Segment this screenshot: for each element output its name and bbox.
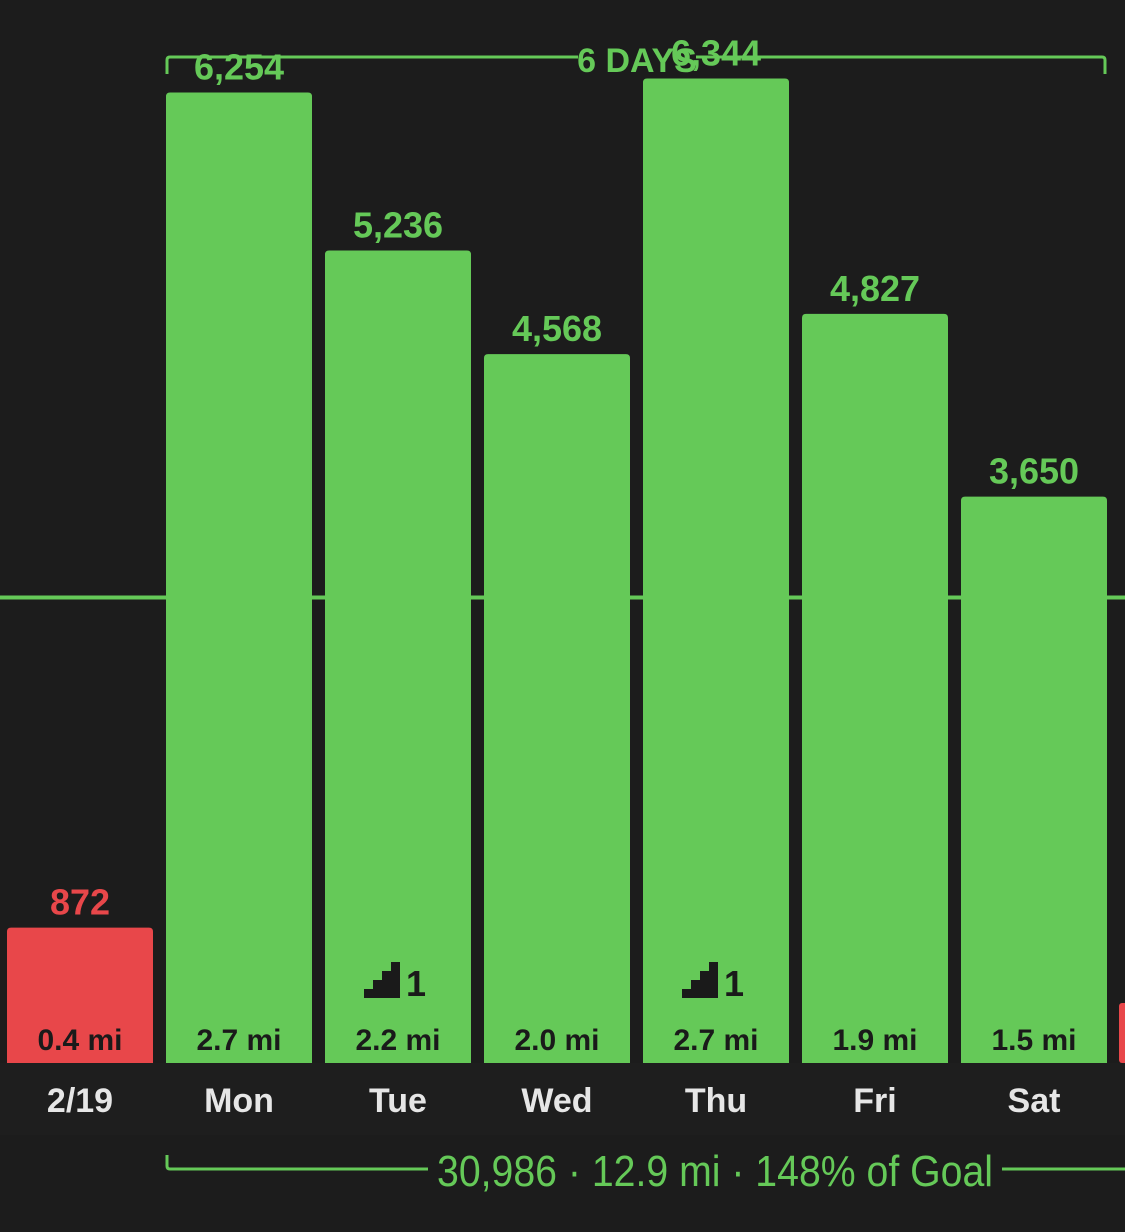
bar-value-label-tue: 5,236 <box>353 204 443 245</box>
bar-distance-label-fri: 1.9 mi <box>832 1024 917 1057</box>
streak-bracket-left <box>165 55 578 74</box>
day-label-tue[interactable]: Tue <box>369 1082 427 1120</box>
bar-flights-label-tue: 1 <box>406 963 426 1004</box>
day-label-band <box>0 1063 1125 1135</box>
bar-distance-label-2-19: 0.4 mi <box>37 1024 122 1057</box>
bar-2-19[interactable] <box>7 927 153 1063</box>
bar-value-label-sat: 3,650 <box>989 451 1079 492</box>
bar-value-label-2-19: 872 <box>50 882 110 923</box>
bar-distance-label-thu: 2.7 mi <box>673 1024 758 1057</box>
summary-total: 30,986 · 12.9 mi · 148% of Goal <box>437 1147 993 1196</box>
bar-mon[interactable] <box>166 92 312 1063</box>
bar-distance-label-sat: 1.5 mi <box>991 1024 1076 1057</box>
bar-value-label-mon: 6,254 <box>194 46 284 87</box>
bar-value-label-fri: 4,827 <box>830 268 920 309</box>
streak-label: 6 DAYS <box>577 42 697 80</box>
bar-value-label-wed: 4,568 <box>512 308 602 349</box>
stairs-icon <box>682 962 718 998</box>
bar-tue[interactable] <box>325 250 471 1063</box>
summary-bracket <box>165 1155 1125 1171</box>
bar-fri[interactable] <box>802 313 948 1063</box>
bar-distance-label-tue: 2.2 mi <box>355 1024 440 1057</box>
streak-bracket-right <box>696 55 1107 74</box>
next-day-bar-partial[interactable] <box>1119 1003 1125 1063</box>
bar-flights-label-thu: 1 <box>724 963 744 1004</box>
day-label-thu[interactable]: Thu <box>685 1082 747 1120</box>
bars-group: 872 0.4 mi 2/19 6,254 2.7 mi Mon 5,236 2.2 mi 1 T… <box>7 33 1107 1120</box>
bar-wed[interactable] <box>484 354 630 1063</box>
day-label-wed[interactable]: Wed <box>521 1082 592 1120</box>
bar-sat[interactable] <box>961 496 1107 1063</box>
summary-bracket-left <box>165 1155 428 1171</box>
bar-distance-label-mon: 2.7 mi <box>196 1024 281 1057</box>
day-label-mon[interactable]: Mon <box>204 1082 274 1120</box>
day-label-2-19[interactable]: 2/19 <box>47 1082 113 1120</box>
day-label-fri[interactable]: Fri <box>853 1082 896 1120</box>
bar-value-label-thu: 6,344 <box>671 33 761 74</box>
stairs-icon <box>364 962 400 998</box>
bar-distance-label-wed: 2.0 mi <box>514 1024 599 1057</box>
bar-thu[interactable] <box>643 78 789 1063</box>
streak-bracket <box>165 55 1107 74</box>
day-label-sat[interactable]: Sat <box>1008 1082 1061 1120</box>
